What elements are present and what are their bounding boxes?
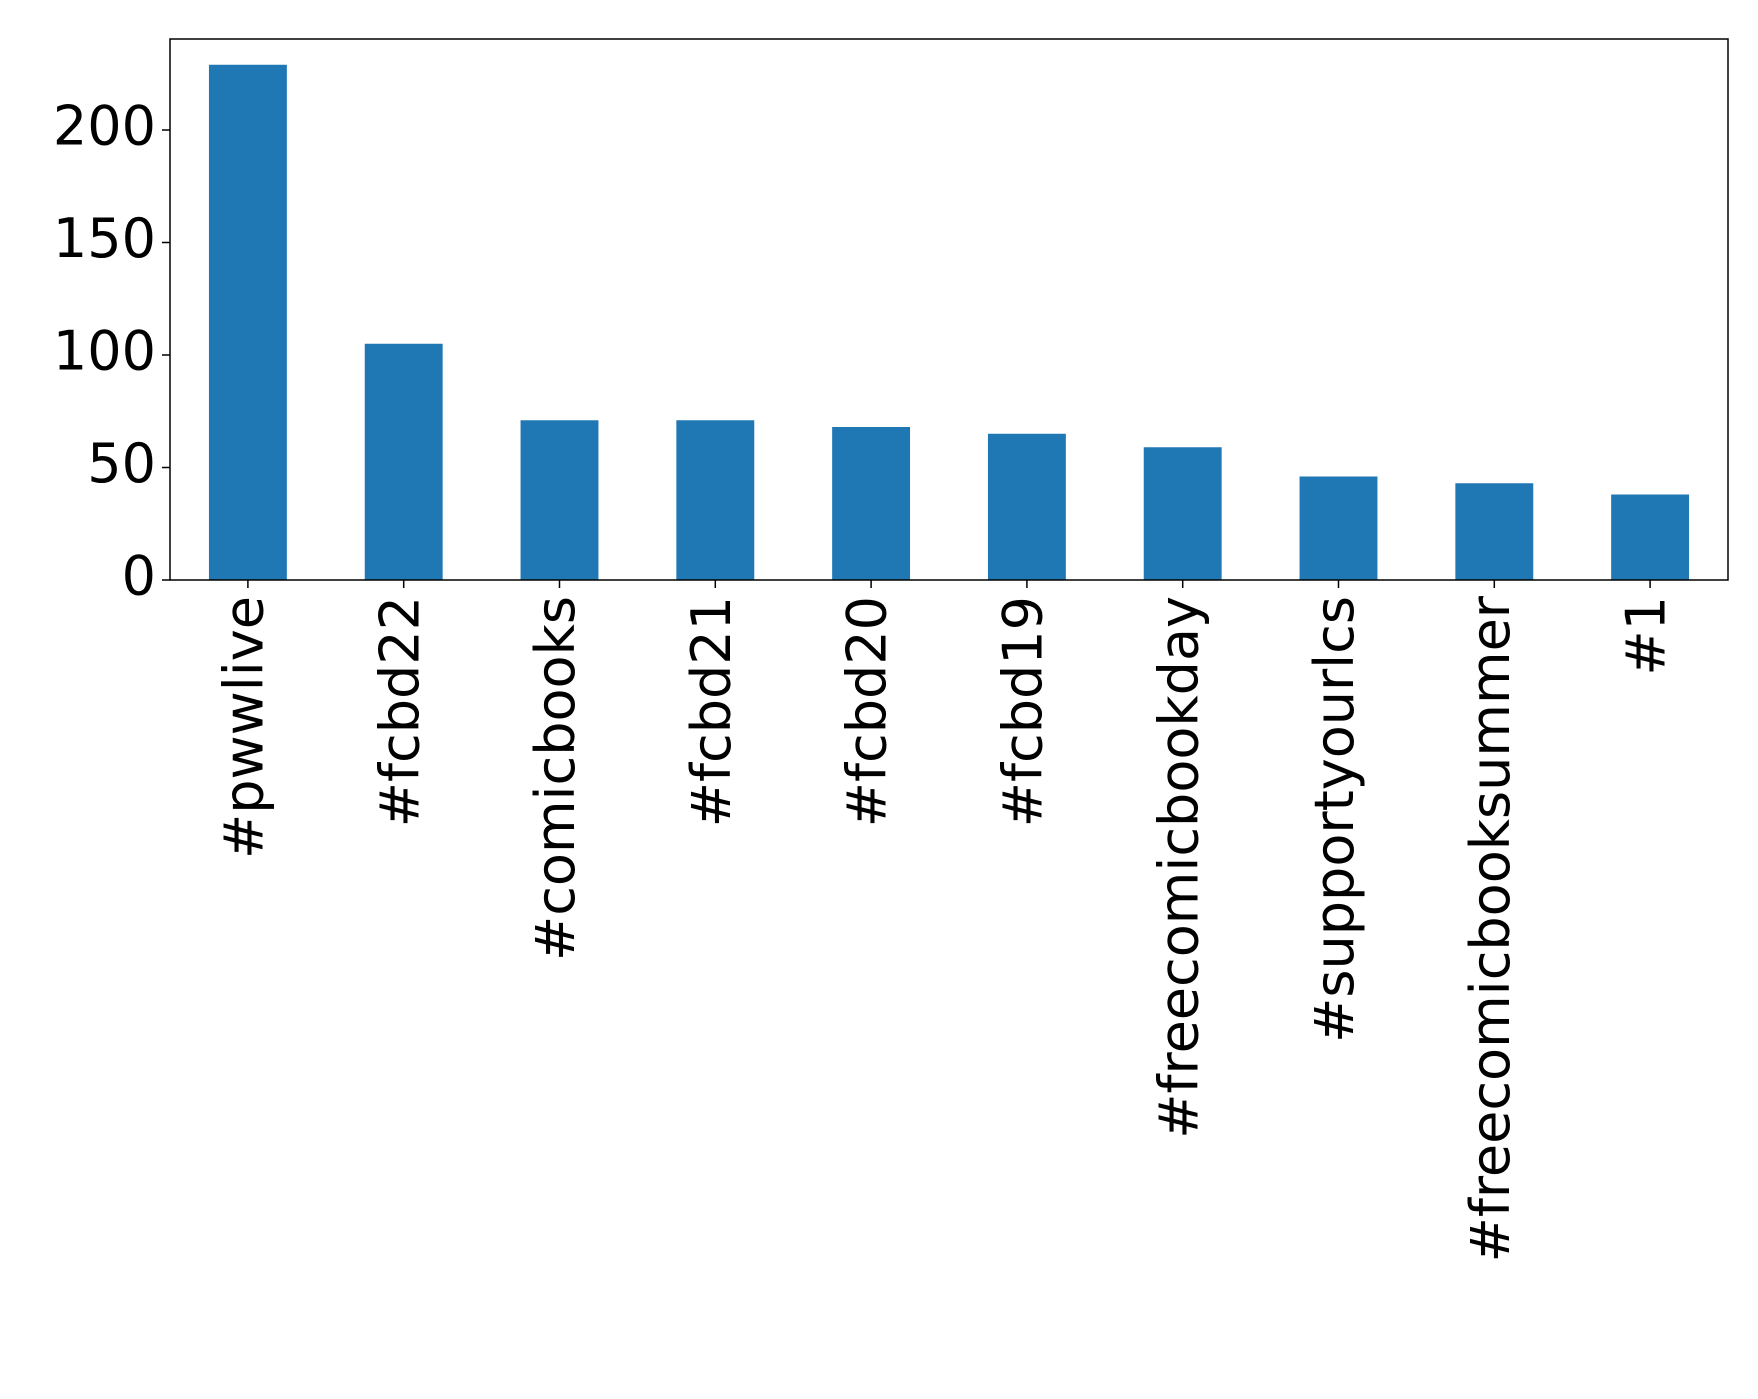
x-tick-label: #fcbd19 <box>992 596 1055 827</box>
y-tick-label: 0 <box>122 545 156 608</box>
x-tick-label: #fcbd20 <box>836 596 899 827</box>
bar <box>364 343 443 580</box>
x-tick-label: #1 <box>1615 596 1678 676</box>
x-tick-label: #fcbd21 <box>680 596 743 827</box>
bar <box>1455 483 1534 580</box>
x-tick-label: #freecomicbooksummer <box>1459 595 1522 1262</box>
y-tick-label: 50 <box>87 432 156 495</box>
y-tick-label: 200 <box>53 95 156 158</box>
bar <box>1143 447 1222 580</box>
y-tick-label: 100 <box>53 320 156 383</box>
x-tick-label: #comicbooks <box>524 596 587 961</box>
x-tick-label: #fcbd22 <box>368 596 431 827</box>
bar <box>676 420 755 580</box>
x-tick-label: #freecomicbookday <box>1147 596 1210 1139</box>
bar <box>832 427 911 580</box>
axes-frame <box>169 38 1729 581</box>
bar <box>208 64 287 580</box>
bar <box>520 420 599 580</box>
y-tick-label: 150 <box>53 207 156 270</box>
bar <box>1611 494 1690 580</box>
bar <box>1299 476 1378 580</box>
bar <box>987 433 1066 580</box>
x-tick-label: #pwwlive <box>213 596 276 859</box>
x-tick-label: #supportyourlcs <box>1303 596 1366 1043</box>
